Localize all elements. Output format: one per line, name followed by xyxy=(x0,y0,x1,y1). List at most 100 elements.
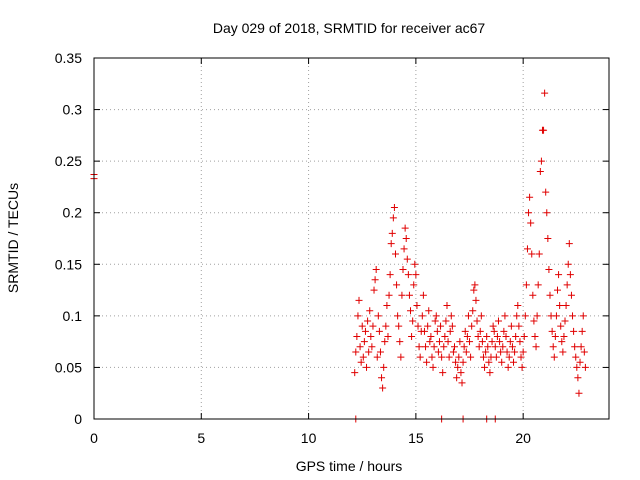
data-point xyxy=(501,312,509,320)
data-point xyxy=(473,317,481,325)
data-point xyxy=(426,338,434,346)
y-tick-label: 0.15 xyxy=(55,256,82,272)
data-point xyxy=(429,363,437,371)
data-point xyxy=(400,245,408,253)
axis-ticks xyxy=(93,57,609,420)
data-point xyxy=(455,353,463,361)
data-point xyxy=(549,343,557,351)
data-point xyxy=(470,286,478,294)
data-point xyxy=(468,322,476,330)
data-point xyxy=(422,343,430,351)
data-point xyxy=(397,353,405,361)
data-point xyxy=(471,281,479,289)
data-point xyxy=(363,363,371,371)
data-point xyxy=(499,343,507,351)
data-point xyxy=(481,363,489,371)
data-point xyxy=(561,317,569,325)
data-point xyxy=(556,302,564,310)
data-point xyxy=(526,193,534,201)
data-point xyxy=(544,235,552,242)
data-point xyxy=(534,281,542,289)
data-point xyxy=(567,291,575,299)
x-tick-label: 20 xyxy=(515,430,531,446)
data-point xyxy=(565,240,573,248)
data-point xyxy=(533,312,541,320)
data-point xyxy=(453,374,461,382)
data-point xyxy=(545,265,553,273)
chart-title: Day 029 of 2018, SRMTID for receiver ac6… xyxy=(213,20,486,36)
data-point xyxy=(479,353,487,361)
data-point xyxy=(394,312,402,320)
data-point xyxy=(461,327,469,335)
data-point xyxy=(575,389,583,397)
data-point xyxy=(462,348,470,356)
data-point xyxy=(441,332,449,340)
data-point xyxy=(502,332,510,340)
data-point xyxy=(360,338,368,346)
data-point xyxy=(390,204,398,212)
data-point xyxy=(528,250,536,258)
data-point xyxy=(494,317,502,325)
data-point xyxy=(522,281,530,289)
data-point xyxy=(396,338,404,346)
data-point xyxy=(474,332,482,340)
data-point xyxy=(551,332,559,340)
data-point xyxy=(393,281,401,289)
data-point xyxy=(505,353,513,361)
data-point xyxy=(368,343,376,351)
data-point xyxy=(463,332,471,340)
data-point xyxy=(503,348,511,356)
data-point xyxy=(492,353,500,361)
data-point xyxy=(379,384,387,392)
data-point xyxy=(566,271,574,279)
data-point xyxy=(508,343,516,351)
data-point xyxy=(543,209,551,217)
data-point xyxy=(413,302,421,310)
data-point xyxy=(451,343,458,351)
grid xyxy=(94,58,609,419)
data-point xyxy=(416,353,424,361)
data-point xyxy=(546,291,554,299)
data-point xyxy=(476,327,484,335)
data-point xyxy=(361,327,369,335)
x-tick-label: 0 xyxy=(90,430,98,446)
data-point xyxy=(580,348,588,356)
data-point xyxy=(407,307,415,315)
data-point xyxy=(383,302,391,310)
data-point xyxy=(412,271,420,279)
data-point xyxy=(579,312,587,320)
data-point xyxy=(448,322,456,330)
data-point xyxy=(491,343,499,351)
y-tick-label: 0.35 xyxy=(55,50,82,66)
y-tick-label: 0.25 xyxy=(55,153,82,169)
data-point xyxy=(374,312,382,320)
data-point xyxy=(564,260,572,268)
data-point xyxy=(378,374,386,382)
data-point xyxy=(449,348,457,356)
data-point xyxy=(548,327,556,335)
data-point xyxy=(419,291,427,299)
data-point xyxy=(375,327,383,335)
data-point xyxy=(433,327,441,335)
data-point xyxy=(356,343,364,351)
data-point xyxy=(498,358,506,366)
data-point xyxy=(354,312,362,320)
data-point xyxy=(540,126,548,134)
data-point xyxy=(472,296,480,304)
data-point xyxy=(411,260,419,268)
data-point xyxy=(351,369,359,377)
data-point xyxy=(376,348,384,356)
data-point xyxy=(500,327,508,335)
x-axis-label: GPS time / hours xyxy=(296,458,403,474)
data-point xyxy=(358,322,366,330)
data-point xyxy=(403,255,411,263)
data-point xyxy=(513,312,521,320)
y-tick-label: 0.1 xyxy=(63,308,83,324)
tick-labels: 0 0.05 0.1 0.15 0.2 0.25 0.3 0.35 0 5 10 15 20 xyxy=(55,50,531,446)
y-tick-label: 0 xyxy=(74,411,82,427)
data-point xyxy=(573,363,581,371)
data-point xyxy=(369,322,377,330)
data-point xyxy=(571,343,579,351)
data-point xyxy=(569,312,577,320)
data-point xyxy=(485,358,493,366)
